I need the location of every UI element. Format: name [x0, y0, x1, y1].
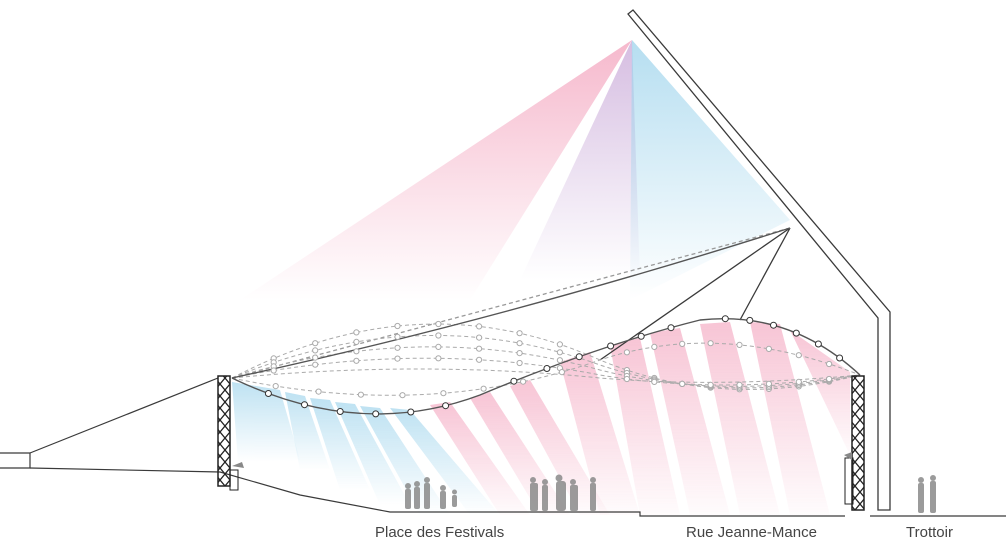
cable-node	[476, 334, 483, 341]
cable-node	[394, 355, 401, 362]
cable-node	[353, 329, 360, 336]
cable-node	[679, 380, 686, 387]
cable-node	[795, 378, 802, 385]
cable-node	[516, 359, 523, 367]
cable-node	[516, 330, 523, 337]
cable-node	[637, 332, 645, 340]
down-beams-blue	[232, 382, 500, 515]
cable-node	[736, 341, 743, 348]
cable-node	[312, 361, 319, 368]
cable-node	[623, 349, 631, 356]
label-rue-jeanne-mance: Rue Jeanne-Mance	[686, 524, 817, 541]
label-place-des-festivals: Place des Festivals	[375, 524, 505, 541]
cable-node	[667, 324, 675, 332]
cable-node	[272, 383, 279, 390]
cable-node	[558, 369, 566, 376]
cable-node	[575, 353, 583, 361]
cable-node	[399, 392, 406, 399]
cable-node	[312, 347, 319, 354]
cable-node	[435, 343, 442, 350]
cable-node	[707, 381, 714, 388]
cable-node	[795, 352, 802, 359]
cable-node	[435, 320, 442, 328]
cable-node	[312, 354, 319, 361]
cable-node	[814, 340, 822, 348]
cable-node	[520, 378, 527, 385]
cable-node	[353, 348, 360, 355]
cable-node	[372, 410, 380, 418]
cable-node	[556, 349, 564, 356]
cable-node	[442, 402, 450, 410]
right-truss-tower	[844, 375, 865, 511]
cable-node	[770, 321, 777, 329]
cable-node	[301, 401, 308, 409]
cable-node	[315, 388, 322, 395]
cable-node	[543, 365, 551, 372]
cable-node	[516, 340, 523, 347]
beam-pink-wide	[240, 40, 632, 300]
cable-node	[435, 355, 442, 362]
cable-node	[826, 360, 833, 368]
cable-node	[765, 380, 773, 387]
cable-node	[651, 343, 658, 350]
cable-node	[312, 340, 319, 347]
cable-node	[480, 385, 487, 392]
cable-node	[556, 357, 564, 364]
label-trottoir: Trottoir	[906, 524, 953, 541]
cable-node	[440, 390, 447, 397]
cable-node	[407, 408, 415, 416]
cable-node	[826, 375, 833, 383]
cable-node	[394, 333, 401, 340]
cable-node	[746, 316, 754, 324]
cable-node	[707, 340, 714, 347]
cable-node	[435, 332, 442, 339]
cable-node	[353, 357, 360, 364]
crowd-trottoir	[918, 475, 936, 513]
cable-node	[679, 340, 686, 347]
cable-node	[336, 408, 344, 415]
cable-node	[357, 391, 364, 398]
cable-node	[836, 354, 844, 362]
cable-node	[270, 367, 277, 374]
down-beams-pink	[430, 322, 850, 515]
cable-node	[556, 341, 564, 348]
beam-blue-right	[630, 40, 790, 300]
cable-node	[623, 375, 631, 383]
mast-structure	[231, 9, 891, 511]
beam-purple-center	[520, 40, 640, 280]
projection-beams	[240, 40, 790, 300]
crowd-place	[405, 474, 596, 511]
cable-node	[721, 315, 729, 323]
cable-node	[476, 323, 483, 330]
cable-node	[651, 378, 658, 385]
cable-node	[353, 338, 360, 345]
cable-node	[394, 322, 401, 330]
cable-node	[510, 377, 518, 385]
cable-node	[394, 344, 401, 351]
cable-nodes-main	[264, 315, 844, 418]
cable-node	[476, 356, 483, 363]
cable-nodes-back	[270, 320, 833, 399]
cable-node	[765, 345, 773, 352]
cable-node	[476, 345, 483, 352]
cable-node	[607, 342, 615, 350]
left-truss-tower	[217, 375, 244, 491]
cable-node	[792, 329, 800, 337]
cable-node	[736, 381, 743, 388]
cable-node	[516, 350, 523, 357]
cable-node	[264, 390, 272, 397]
